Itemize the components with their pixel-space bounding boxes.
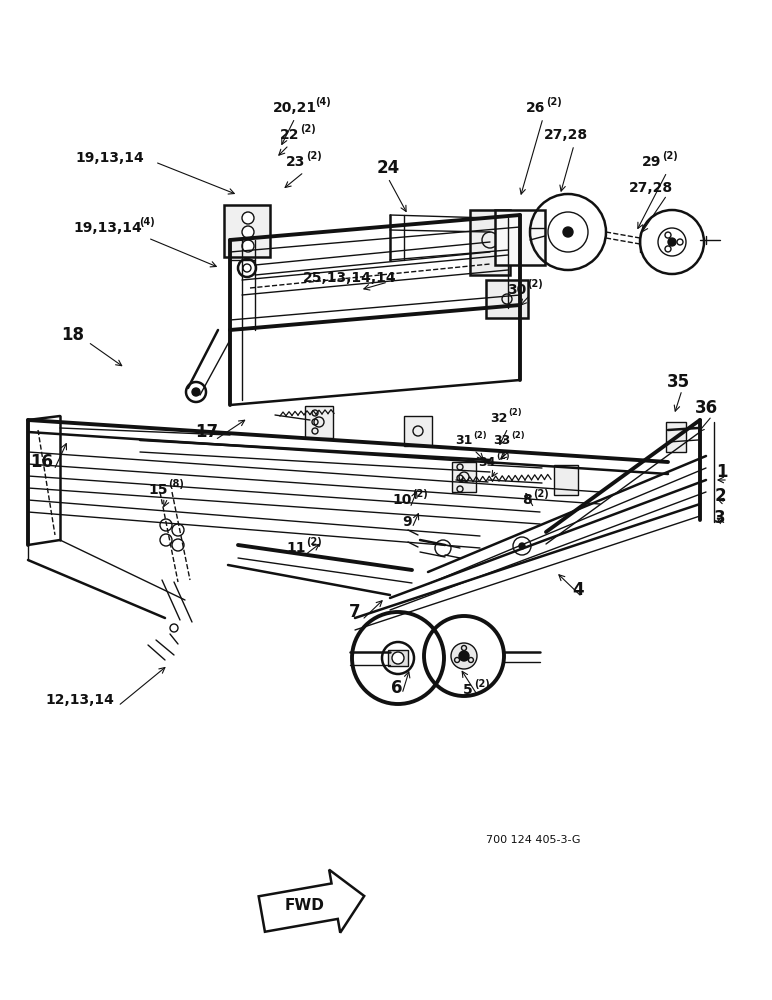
Bar	[470, 210, 510, 275]
Text: 31: 31	[455, 434, 472, 448]
Text: (4): (4)	[316, 97, 331, 107]
Bar	[452, 462, 476, 492]
Text: 30: 30	[507, 283, 527, 297]
Text: 10: 10	[392, 493, 411, 507]
Text: (2): (2)	[527, 279, 543, 289]
Text: FWD: FWD	[285, 898, 325, 912]
Bar	[486, 280, 528, 318]
Circle shape	[243, 264, 251, 272]
Bar	[495, 210, 545, 265]
Text: 7: 7	[349, 603, 361, 621]
Circle shape	[563, 227, 573, 237]
Text: (2): (2)	[412, 489, 428, 499]
Bar	[224, 205, 270, 257]
Text: 700 124 405-3-G: 700 124 405-3-G	[486, 835, 581, 845]
Text: 23: 23	[286, 155, 306, 169]
Circle shape	[242, 240, 254, 252]
Text: 12,13,14: 12,13,14	[46, 693, 114, 707]
Text: 27,28: 27,28	[544, 128, 588, 142]
Polygon shape	[259, 870, 364, 933]
Text: 25,13,14,14: 25,13,14,14	[303, 271, 397, 285]
Text: (2): (2)	[306, 537, 322, 547]
Text: (2): (2)	[300, 124, 316, 134]
Text: 4: 4	[572, 581, 584, 599]
Text: 29: 29	[642, 155, 662, 169]
Text: 19,13,14: 19,13,14	[76, 151, 144, 165]
Circle shape	[519, 543, 525, 549]
Text: (2): (2)	[475, 679, 490, 689]
Text: 35: 35	[666, 373, 689, 391]
Text: (2): (2)	[496, 452, 510, 461]
Text: 16: 16	[31, 453, 53, 471]
Text: 2: 2	[714, 487, 726, 505]
Text: 3: 3	[714, 509, 726, 527]
Text: 8: 8	[522, 493, 532, 507]
Text: (2): (2)	[533, 489, 549, 499]
Text: 32: 32	[490, 412, 508, 424]
Text: 26: 26	[527, 101, 546, 115]
Circle shape	[238, 259, 256, 277]
Circle shape	[392, 652, 404, 664]
Text: (2): (2)	[473, 431, 487, 440]
Text: 24: 24	[377, 159, 400, 177]
Text: (2): (2)	[306, 151, 322, 161]
Text: 18: 18	[62, 326, 84, 344]
Bar	[404, 416, 432, 446]
Text: 34: 34	[479, 456, 496, 468]
Circle shape	[242, 212, 254, 224]
Text: 19,13,14: 19,13,14	[73, 221, 142, 235]
Circle shape	[668, 238, 676, 246]
Text: 20,21: 20,21	[273, 101, 317, 115]
Text: 5: 5	[463, 683, 473, 697]
Text: 36: 36	[695, 399, 717, 417]
Text: 11: 11	[286, 541, 306, 555]
Text: (8): (8)	[168, 479, 184, 489]
Circle shape	[192, 388, 200, 396]
Bar	[554, 465, 578, 495]
Text: 22: 22	[280, 128, 300, 142]
Text: 27,28: 27,28	[629, 181, 673, 195]
Text: 17: 17	[195, 423, 218, 441]
Circle shape	[242, 226, 254, 238]
Text: 15: 15	[148, 483, 168, 497]
Text: (2): (2)	[662, 151, 678, 161]
Text: (4): (4)	[139, 217, 154, 227]
Bar	[666, 422, 686, 452]
Text: 6: 6	[391, 679, 403, 697]
Circle shape	[451, 643, 477, 669]
Text: 33: 33	[493, 434, 510, 448]
Bar	[388, 650, 408, 666]
Text: (2): (2)	[546, 97, 562, 107]
Text: (2): (2)	[511, 431, 525, 440]
Circle shape	[459, 651, 469, 661]
Text: 1: 1	[716, 463, 728, 481]
Text: 9: 9	[402, 515, 411, 529]
Bar	[305, 406, 333, 438]
Text: (2): (2)	[508, 408, 522, 417]
